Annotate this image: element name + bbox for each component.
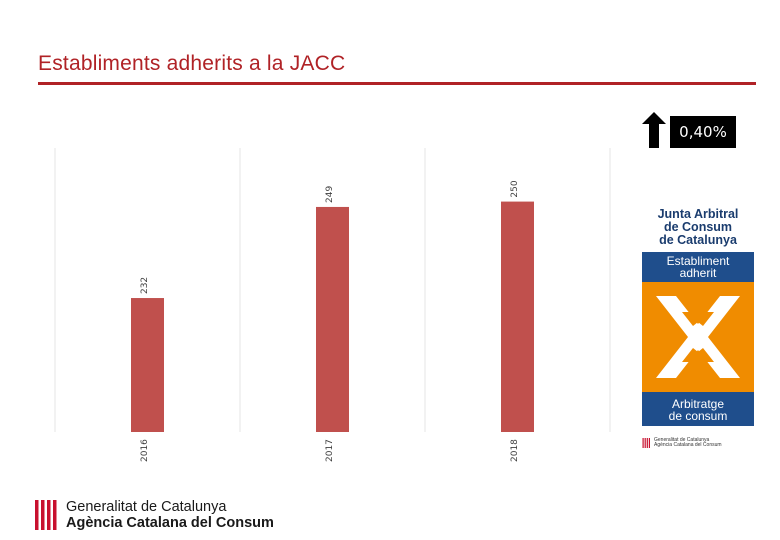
page-title: Establiments adherits a la JACC [38, 52, 346, 75]
footer-logo: Generalitat de Catalunya Agència Catalan… [34, 498, 274, 532]
jacc-logo-header: Junta Arbitral de Consum de Catalunya [642, 200, 754, 252]
bar-2018 [501, 201, 534, 432]
bar-2016 [131, 298, 164, 432]
arrow-up-icon [642, 112, 666, 148]
footer-text: Generalitat de Catalunya Agència Catalan… [66, 499, 274, 531]
jacc-emblem [642, 282, 754, 392]
jacc-band1-line1: Establiment [666, 254, 730, 268]
jacc-band1-line2: adherit [679, 266, 717, 280]
x-tick-label-2016: 2016 [140, 439, 150, 462]
jacc-logo-line2: de Consum [663, 220, 733, 234]
footer-line1: Generalitat de Catalunya [66, 499, 227, 515]
jacc-logo-footer-text: Generalitat de Catalunya Agència Catalan… [654, 436, 722, 449]
jacc-band2-line2: de consum [668, 409, 728, 423]
footer-line2: Agència Catalana del Consum [66, 515, 274, 531]
catalan-flag-icon [34, 500, 58, 530]
jacc-logo-line3: de Catalunya [659, 233, 737, 247]
data-label-2016: 232 [140, 277, 150, 294]
jacc-foot-line1: Generalitat de Catalunya [654, 436, 710, 443]
data-label-2018: 250 [510, 180, 520, 197]
catalan-flag-icon [642, 438, 650, 448]
change-badge: 0,40% [670, 116, 736, 148]
x-tick-label-2018: 2018 [510, 439, 520, 462]
data-label-2017: 249 [325, 185, 335, 202]
jacc-logo-footer: Generalitat de Catalunya Agència Catalan… [642, 436, 754, 450]
jacc-emblem-icon [656, 296, 740, 378]
jacc-foot-line2: Agència Catalana del Consum [654, 442, 722, 448]
jacc-band2-line1: Arbitratge [671, 397, 725, 411]
jacc-logo-band-bottom: Arbitratge de consum [642, 392, 754, 426]
x-tick-label-2017: 2017 [325, 439, 335, 462]
jacc-logo-line1: Junta Arbitral [657, 207, 739, 221]
jacc-logo: Junta Arbitral de Consum de Catalunya Es… [642, 200, 754, 426]
jacc-logo-band-top: Establiment adherit [642, 252, 754, 282]
bar-2017 [316, 206, 349, 432]
title-divider [38, 82, 756, 85]
